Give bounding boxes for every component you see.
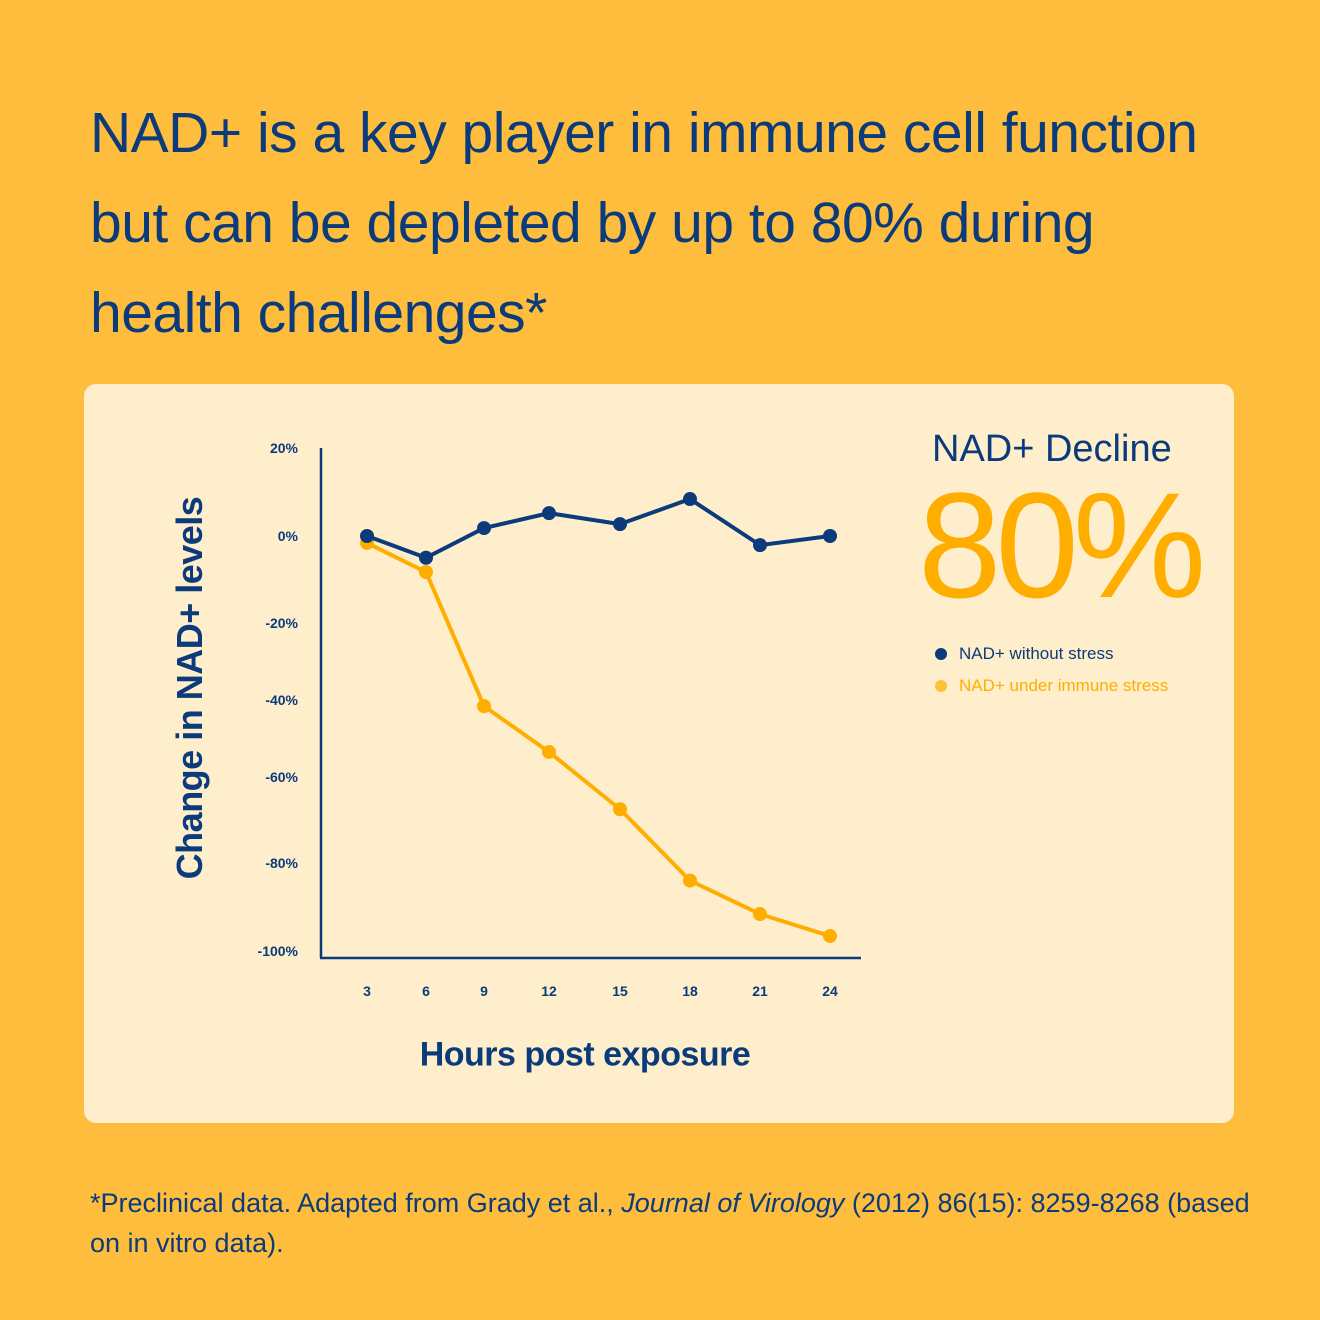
x-tick-label: 9: [480, 983, 488, 999]
y-tick-label: -100%: [258, 943, 299, 959]
y-tick-label: -20%: [265, 615, 298, 631]
data-point: [613, 517, 627, 532]
series-line: [366, 497, 831, 560]
legend-item-immune-stress: NAD+ under immune stress: [935, 670, 1168, 702]
footnote-journal: Journal of Virology: [621, 1188, 845, 1218]
legend-dot-orange: [935, 680, 947, 692]
stat-value: 80%: [918, 461, 1206, 629]
legend-item-without-stress: NAD+ without stress: [935, 638, 1168, 670]
data-point: [683, 873, 697, 888]
data-point: [753, 907, 767, 922]
data-point: [683, 492, 697, 507]
x-tick-label: 21: [752, 983, 768, 999]
y-tick-label: 0%: [278, 528, 299, 544]
data-point: [613, 802, 627, 817]
x-tick-label: 18: [682, 983, 698, 999]
y-tick-label: -40%: [265, 692, 298, 708]
data-point: [477, 699, 491, 714]
x-tick-label: 12: [541, 983, 557, 999]
data-point: [360, 529, 374, 543]
x-tick-labels: 3 6 9 12 15 18 21 24: [363, 983, 838, 999]
footnote-text-2: (2012) 86(15): 8259-8268 (based on in vi…: [90, 1188, 1250, 1258]
y-tick-labels: 20% 0% -20% -40% -60% -80% -100%: [258, 440, 299, 959]
series-group: [360, 492, 837, 944]
data-point: [419, 550, 433, 565]
y-tick-label: -80%: [265, 855, 298, 871]
y-axis-label: Change in NAD+ levels: [169, 496, 210, 880]
legend-label: NAD+ without stress: [959, 644, 1114, 663]
chart-card: [84, 384, 1234, 1123]
footnote: *Preclinical data. Adapted from Grady et…: [90, 1183, 1250, 1263]
data-point: [419, 565, 433, 580]
data-point: [823, 529, 837, 543]
series-line: [366, 541, 831, 938]
x-axis-label: Hours post exposure: [419, 1035, 751, 1074]
stat-title: NAD+ Decline: [932, 428, 1172, 470]
headline: NAD+ is a key player in immune cell func…: [90, 101, 1198, 345]
data-point: [477, 521, 491, 536]
series-immune-stress: [360, 535, 837, 944]
x-tick-label: 6: [422, 983, 430, 999]
x-tick-label: 3: [363, 983, 371, 999]
x-tick-label: 15: [612, 983, 628, 999]
y-tick-label: -60%: [265, 769, 298, 785]
data-point: [753, 538, 767, 553]
series-without-stress: [360, 492, 837, 565]
legend-label: NAD+ under immune stress: [959, 676, 1169, 695]
legend-dot-navy: [935, 648, 947, 660]
y-tick-label: 20%: [270, 440, 299, 456]
data-point: [542, 506, 556, 521]
x-tick-label: 24: [822, 983, 838, 999]
data-point: [823, 929, 837, 944]
data-point: [542, 744, 556, 759]
axes: [319, 448, 861, 960]
legend: NAD+ without stress NAD+ under immune st…: [935, 638, 1168, 702]
footnote-text: *Preclinical data. Adapted from Grady et…: [90, 1188, 622, 1218]
